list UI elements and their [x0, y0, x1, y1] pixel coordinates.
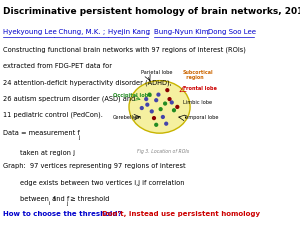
- Text: Frontal lobe: Frontal lobe: [183, 86, 217, 91]
- Circle shape: [175, 105, 179, 109]
- Text: i: i: [48, 201, 50, 206]
- Text: region: region: [183, 75, 203, 80]
- Text: Data = measurement f: Data = measurement f: [3, 130, 80, 136]
- Text: Fig 3. Location of ROIs: Fig 3. Location of ROIs: [137, 149, 189, 154]
- Text: Dong Soo Lee: Dong Soo Lee: [208, 29, 256, 35]
- Text: Graph:  97 vertices representing 97 regions of interest: Graph: 97 vertices representing 97 regio…: [3, 163, 185, 169]
- Text: 26 autism spectrum disorder (ASD) and: 26 autism spectrum disorder (ASD) and: [3, 95, 135, 102]
- Text: ;: ;: [148, 29, 154, 35]
- Circle shape: [144, 97, 148, 101]
- Circle shape: [158, 107, 163, 111]
- Circle shape: [172, 108, 176, 112]
- Text: 11 pediatric control (PedCon).: 11 pediatric control (PedCon).: [3, 112, 103, 118]
- Text: 24 attention-deficit hyperactivity disorder (ADHD),: 24 attention-deficit hyperactivity disor…: [3, 79, 172, 86]
- Text: Limbic lobe: Limbic lobe: [183, 100, 212, 105]
- Circle shape: [152, 116, 156, 120]
- Circle shape: [145, 103, 149, 107]
- Text: Parietal lobe: Parietal lobe: [141, 70, 172, 75]
- Circle shape: [154, 98, 158, 102]
- Text: Hyekyoung Lee: Hyekyoung Lee: [3, 29, 57, 35]
- Text: Constructing functional brain networks with 97 regions of interest (ROIs): Constructing functional brain networks w…: [3, 47, 246, 53]
- Circle shape: [140, 106, 144, 110]
- Circle shape: [165, 88, 169, 92]
- Text: Occipital lobe: Occipital lobe: [113, 93, 152, 98]
- Text: taken at region j: taken at region j: [3, 150, 75, 156]
- Text: ≥ threshold: ≥ threshold: [68, 196, 110, 202]
- Text: j: j: [78, 135, 80, 140]
- Circle shape: [156, 92, 161, 97]
- Text: Hyejin Kang: Hyejin Kang: [107, 29, 149, 35]
- Text: Chung, M.K. ;: Chung, M.K. ;: [54, 29, 110, 35]
- Circle shape: [163, 101, 167, 106]
- Text: Subcortical: Subcortical: [183, 70, 214, 75]
- Text: edge exists between two vertices i,j if correlation: edge exists between two vertices i,j if …: [3, 180, 184, 186]
- Text: How to choose the threshold?: How to choose the threshold?: [3, 211, 122, 217]
- Text: and f: and f: [50, 196, 69, 202]
- Circle shape: [167, 97, 172, 101]
- Circle shape: [161, 115, 165, 119]
- Text: Bung-Nyun Kim: Bung-Nyun Kim: [154, 29, 208, 35]
- Circle shape: [147, 92, 152, 97]
- Text: ;: ;: [206, 29, 208, 35]
- Text: extracted from FDG-PET data for: extracted from FDG-PET data for: [3, 63, 112, 69]
- Circle shape: [150, 109, 154, 113]
- Text: Don’t, instead use persistent homology: Don’t, instead use persistent homology: [97, 211, 260, 217]
- Ellipse shape: [129, 81, 190, 133]
- Circle shape: [164, 122, 168, 126]
- Text: j: j: [66, 201, 68, 206]
- Circle shape: [154, 123, 158, 127]
- Text: between  f: between f: [3, 196, 56, 202]
- Text: Cerebellum: Cerebellum: [113, 115, 142, 120]
- Text: Discriminative persistent homology of brain networks, 2011: Discriminative persistent homology of br…: [3, 7, 300, 16]
- Text: Temporal lobe: Temporal lobe: [183, 115, 218, 120]
- Circle shape: [169, 100, 174, 105]
